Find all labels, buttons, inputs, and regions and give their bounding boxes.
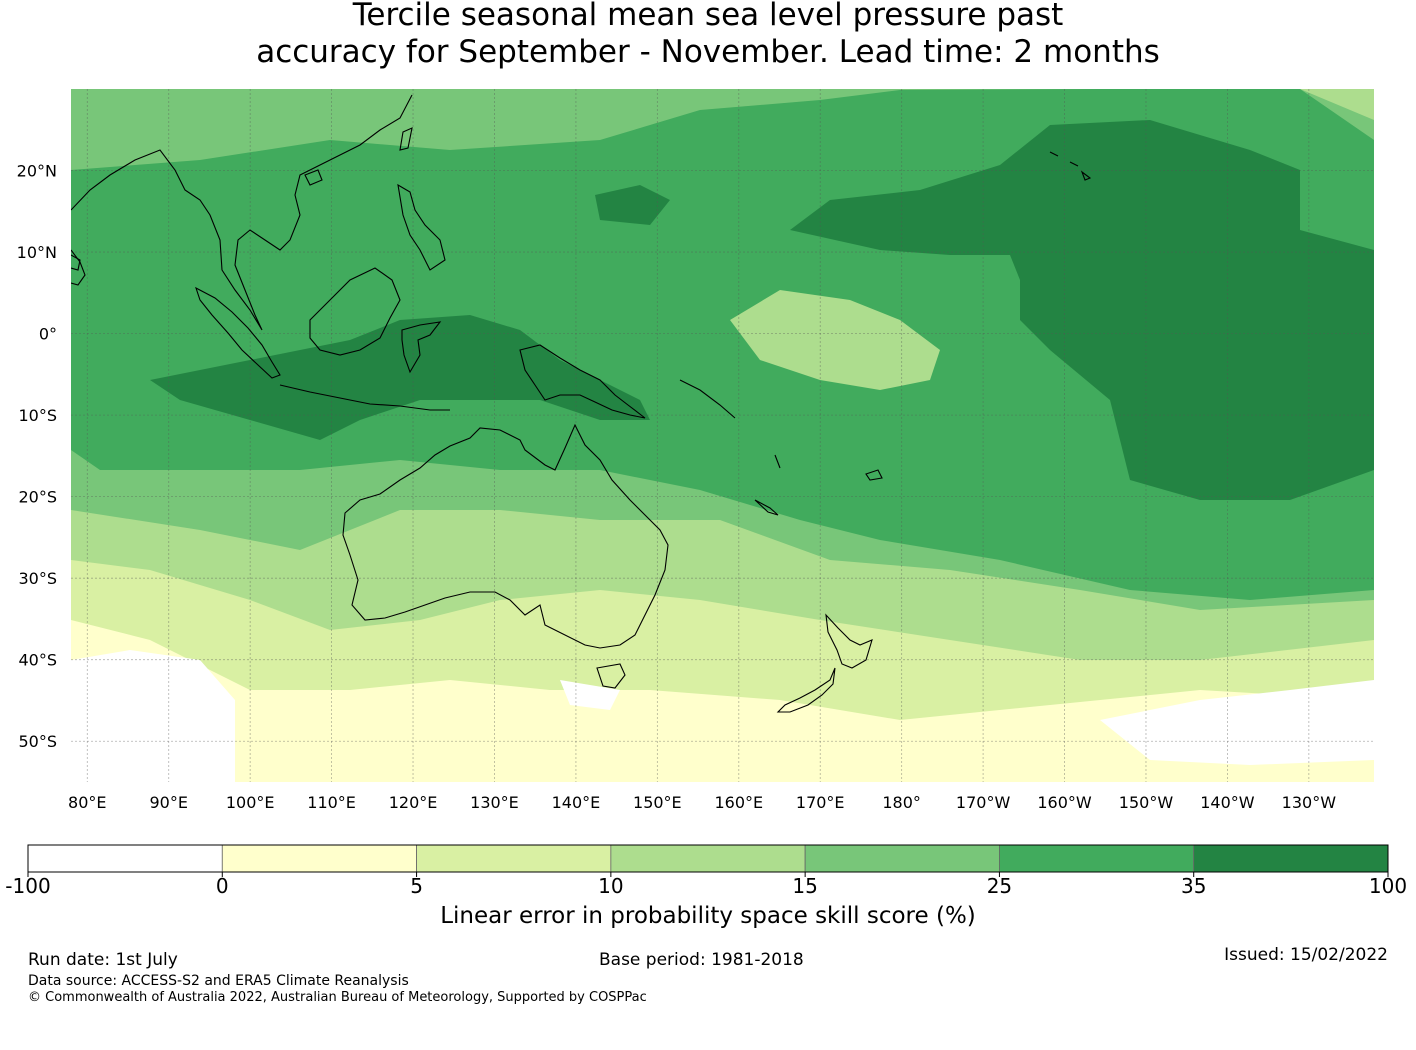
longitude-label: 170°W xyxy=(956,793,1011,812)
coastline-mainland-se-asia xyxy=(71,94,413,331)
issued-date: Issued: 15/02/2022 xyxy=(1224,945,1388,965)
longitude-label: 150°W xyxy=(1119,793,1174,812)
data-source: Data source: ACCESS-S2 and ERA5 Climate … xyxy=(28,973,409,989)
colorbar-title: Linear error in probability space skill … xyxy=(440,903,976,929)
longitude-label: 130°W xyxy=(1282,793,1337,812)
coastline-sri-lanka xyxy=(71,254,81,271)
colorbar-tick-label: 25 xyxy=(987,874,1012,898)
run-date: Run date: 1st July xyxy=(28,950,178,970)
coastline-java-lesser-sunda xyxy=(279,384,450,411)
coastline-taiwan xyxy=(399,127,413,151)
coastline-solomon-islands xyxy=(679,379,736,419)
longitude-label: 180° xyxy=(882,793,921,812)
latitude-label: 0° xyxy=(39,325,57,344)
field-region-light-equatorial xyxy=(730,290,940,390)
field-region-35-100-east xyxy=(790,120,1374,500)
colorbar-swatch xyxy=(999,844,1195,873)
longitude-label: 140°W xyxy=(1200,793,1255,812)
longitude-labels: 80°E 90°E 100°E 110°E 120°E 130°E 140°E 150°E 16… xyxy=(68,793,1336,812)
longitude-label: 160°E xyxy=(714,793,763,812)
colorbar-tick-label: 15 xyxy=(792,874,817,898)
coastline-new-zealand-north xyxy=(825,613,873,669)
coastline-borneo xyxy=(309,267,401,356)
longitude-label: 120°E xyxy=(389,793,438,812)
copyright: © Commonwealth of Australia 2022, Austra… xyxy=(28,990,647,1005)
latitude-label: 20°N xyxy=(17,162,57,181)
coastline-hawaii xyxy=(1049,151,1092,181)
coastline-new-caledonia xyxy=(754,499,779,516)
field-region-35-100-north xyxy=(595,185,670,225)
map-title-line-1: Tercile seasonal mean sea level pressure… xyxy=(352,0,1064,33)
latitude-label: 40°S xyxy=(18,651,57,670)
colorbar-swatch xyxy=(27,844,223,873)
colorbar-swatch xyxy=(1193,844,1389,873)
coastline-fiji xyxy=(865,469,883,481)
coastline-tasmania xyxy=(596,663,626,689)
field-region-negative-mid xyxy=(560,680,620,710)
colorbar-swatch xyxy=(804,844,1000,873)
longitude-label: 100°E xyxy=(226,793,275,812)
coastline-vanuatu xyxy=(774,454,781,469)
coastline-new-guinea xyxy=(519,344,646,419)
coastline-hainan xyxy=(304,169,323,186)
longitude-label: 110°E xyxy=(307,793,356,812)
colorbar-tick-label: 0 xyxy=(216,874,229,898)
base-period: Base period: 1981-2018 xyxy=(599,950,804,970)
graticule xyxy=(71,89,1374,782)
coastlines xyxy=(71,94,1092,713)
latitude-label: 20°S xyxy=(18,488,57,507)
field-region-35-100-west xyxy=(150,315,650,440)
map-title-line-2: accuracy for September - November. Lead … xyxy=(256,34,1160,70)
coastline-sumatra xyxy=(195,286,281,379)
coastline-sulawesi xyxy=(401,321,442,374)
colorbar-outline xyxy=(27,844,1389,873)
longitude-label: 90°E xyxy=(149,793,187,812)
longitude-label: 170°E xyxy=(796,793,845,812)
colorbar-tick-label: 5 xyxy=(410,874,423,898)
longitude-label: 150°E xyxy=(633,793,682,812)
field-region-negative-se xyxy=(1100,680,1374,765)
colorbar-tick-label: 100 xyxy=(1369,874,1407,898)
longitude-label: 80°E xyxy=(68,793,106,812)
latitude-label: 30°S xyxy=(18,569,57,588)
coastline-new-zealand-south xyxy=(776,667,836,713)
latitude-labels: 20°N 10°N 0° 10°S 20°S 30°S 40°S 50°S xyxy=(17,162,57,752)
colorbar-tick-label: 35 xyxy=(1181,874,1206,898)
colorbar-tick-label: -100 xyxy=(5,874,50,898)
skill-score-field xyxy=(71,89,1374,782)
coastline-philippines xyxy=(397,183,446,271)
latitude-label: 50°S xyxy=(18,732,57,751)
colorbar-swatch xyxy=(221,844,417,873)
coastline-australia xyxy=(342,423,669,649)
colorbar: -100 0 5 10 15 25 35 100 xyxy=(5,844,1407,898)
colorbar-swatch xyxy=(610,844,806,873)
field-region-negative-sw xyxy=(71,650,235,782)
colorbar-tick-label: 10 xyxy=(598,874,623,898)
colorbar-swatch xyxy=(416,844,612,873)
longitude-label: 140°E xyxy=(552,793,601,812)
latitude-label: 10°S xyxy=(18,406,57,425)
latitude-label: 10°N xyxy=(17,243,57,262)
longitude-label: 130°E xyxy=(470,793,519,812)
longitude-label: 160°W xyxy=(1037,793,1092,812)
